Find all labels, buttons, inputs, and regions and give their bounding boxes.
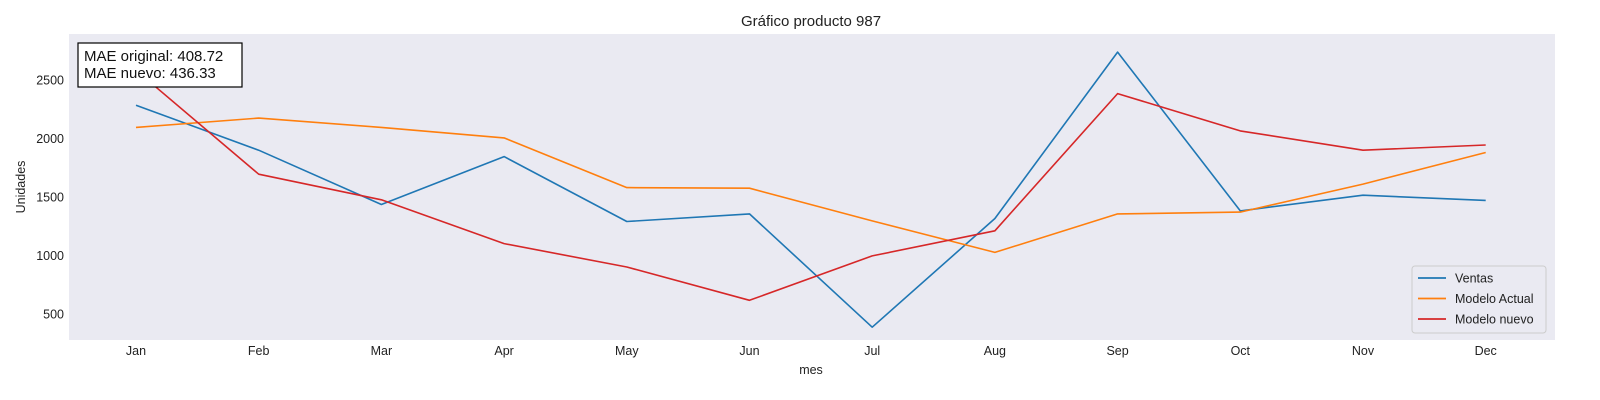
x-tick-label: Mar (371, 344, 393, 358)
y-tick-label: 500 (43, 307, 64, 321)
y-tick-label: 1000 (36, 249, 64, 263)
y-tick-label: 2000 (36, 132, 64, 146)
x-axis-ticks: Jan Feb Mar Apr May Jun Jul Aug Sep Oct Nov Dec (126, 344, 1497, 358)
y-axis-label: Unidades (14, 161, 28, 214)
mae-annotation-box: MAE original: 408.72 MAE nuevo: 436.33 (77, 42, 243, 88)
legend: Ventas Modelo Actual Modelo nuevo (1411, 265, 1547, 334)
x-tick-label: Nov (1352, 344, 1375, 358)
series-line-2 (135, 69, 1486, 302)
annotation-frame (77, 42, 243, 88)
x-axis-label: mes (799, 363, 823, 377)
mae-original-text: MAE original: 408.72 (84, 48, 223, 65)
x-tick-label: Dec (1475, 344, 1497, 358)
x-tick-label: Jul (864, 344, 880, 358)
legend-frame (1411, 265, 1547, 334)
series-line-1 (135, 117, 1486, 254)
x-tick-label: Aug (984, 344, 1006, 358)
x-tick-label: Sep (1106, 344, 1128, 358)
y-axis-ticks: 500 1000 1500 2000 2500 (36, 74, 64, 322)
legend-label: Modelo Actual (1455, 292, 1534, 306)
legend-label: Modelo nuevo (1455, 313, 1534, 327)
legend-label: Ventas (1455, 272, 1493, 286)
mae-nuevo-text: MAE nuevo: 436.33 (84, 65, 216, 82)
x-tick-label: Oct (1231, 344, 1251, 358)
x-tick-label: Jan (126, 344, 146, 358)
x-tick-label: Jun (739, 344, 759, 358)
y-tick-label: 1500 (36, 191, 64, 205)
x-tick-label: Apr (494, 344, 513, 358)
series-lines (135, 51, 1486, 329)
y-tick-label: 2500 (36, 74, 64, 88)
x-tick-label: May (615, 344, 639, 358)
x-tick-label: Feb (248, 344, 270, 358)
plot-area (69, 34, 1555, 340)
chart-title: Gráfico producto 987 (741, 13, 881, 30)
